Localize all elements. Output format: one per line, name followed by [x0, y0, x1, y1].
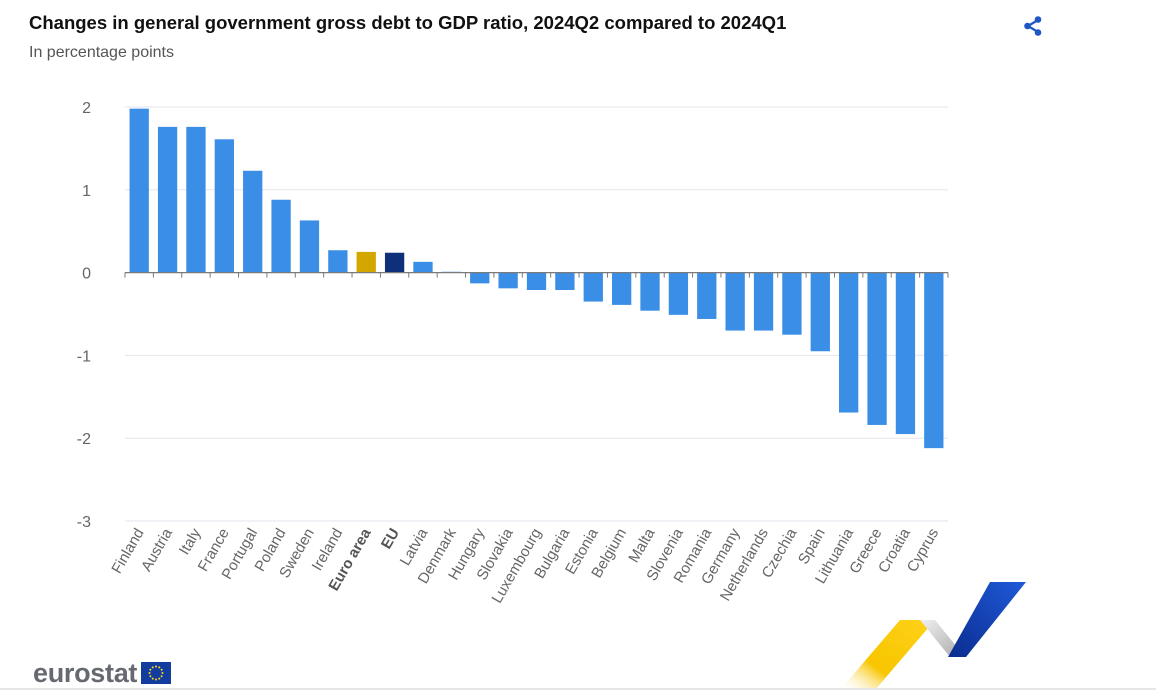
bar-latvia	[413, 261, 433, 273]
bar-belgium	[611, 272, 632, 305]
chart-subtitle: In percentage points	[29, 44, 174, 61]
bar-france	[214, 139, 234, 273]
eu-flag-icon	[141, 662, 172, 684]
bar-cyprus	[924, 272, 944, 449]
eu-flag-star	[149, 668, 152, 671]
bar-austria	[157, 126, 178, 273]
bar-ireland	[328, 250, 348, 273]
y-tick-label: 2	[82, 100, 91, 117]
eu-flag-star	[161, 672, 164, 674]
x-tick-label: Italy	[176, 525, 205, 558]
y-tick-label: 1	[82, 183, 91, 200]
bar-luxembourg	[526, 272, 547, 290]
bar-estonia	[583, 272, 603, 302]
y-tick-label: -3	[77, 514, 91, 531]
eu-flag-star	[158, 677, 161, 680]
eu-flag-star	[158, 666, 161, 669]
share-button[interactable]	[1020, 13, 1046, 39]
bar-euro-area	[356, 251, 376, 273]
eu-flag-star	[160, 668, 163, 671]
bar-slovakia	[498, 272, 518, 289]
share-icon	[1024, 16, 1042, 36]
eu-flag-star	[155, 665, 158, 668]
bar-finland	[129, 108, 149, 273]
decorative-swoosh-graphic	[840, 582, 1026, 690]
bar-netherlands	[753, 272, 774, 331]
bar-greece	[867, 272, 887, 425]
eu-flag-star	[148, 672, 151, 674]
eurostat-logo[interactable]: eurostat	[33, 657, 172, 688]
eu-flag-star	[155, 678, 158, 681]
bar-romania	[697, 272, 717, 319]
footer-divider	[0, 688, 1156, 690]
y-tick-label: -2	[77, 431, 91, 448]
eu-flag-star	[160, 675, 163, 678]
bar-spain	[810, 272, 830, 352]
logo-text: eurostat	[33, 657, 138, 688]
bar-portugal	[243, 170, 263, 273]
bar-czechia	[782, 272, 802, 335]
bar-sweden	[299, 220, 320, 273]
eu-flag-star	[151, 666, 154, 669]
bar-italy	[186, 126, 206, 273]
eu-flag-star	[149, 675, 152, 678]
bar-poland	[271, 199, 291, 273]
bar-germany	[725, 272, 745, 331]
eu-flag-star	[151, 677, 154, 680]
bar-eu	[384, 252, 405, 273]
bar-malta	[640, 272, 660, 311]
y-tick-label: 0	[82, 266, 91, 283]
bar-bulgaria	[555, 272, 575, 290]
bar-slovenia	[668, 272, 689, 315]
x-tick-label: EU	[378, 526, 403, 553]
bar-lithuania	[839, 272, 859, 413]
bar-hungary	[470, 272, 490, 284]
y-tick-label: -1	[77, 348, 91, 365]
chart-title: Changes in general government gross debt…	[29, 12, 787, 33]
bar-croatia	[895, 272, 916, 435]
